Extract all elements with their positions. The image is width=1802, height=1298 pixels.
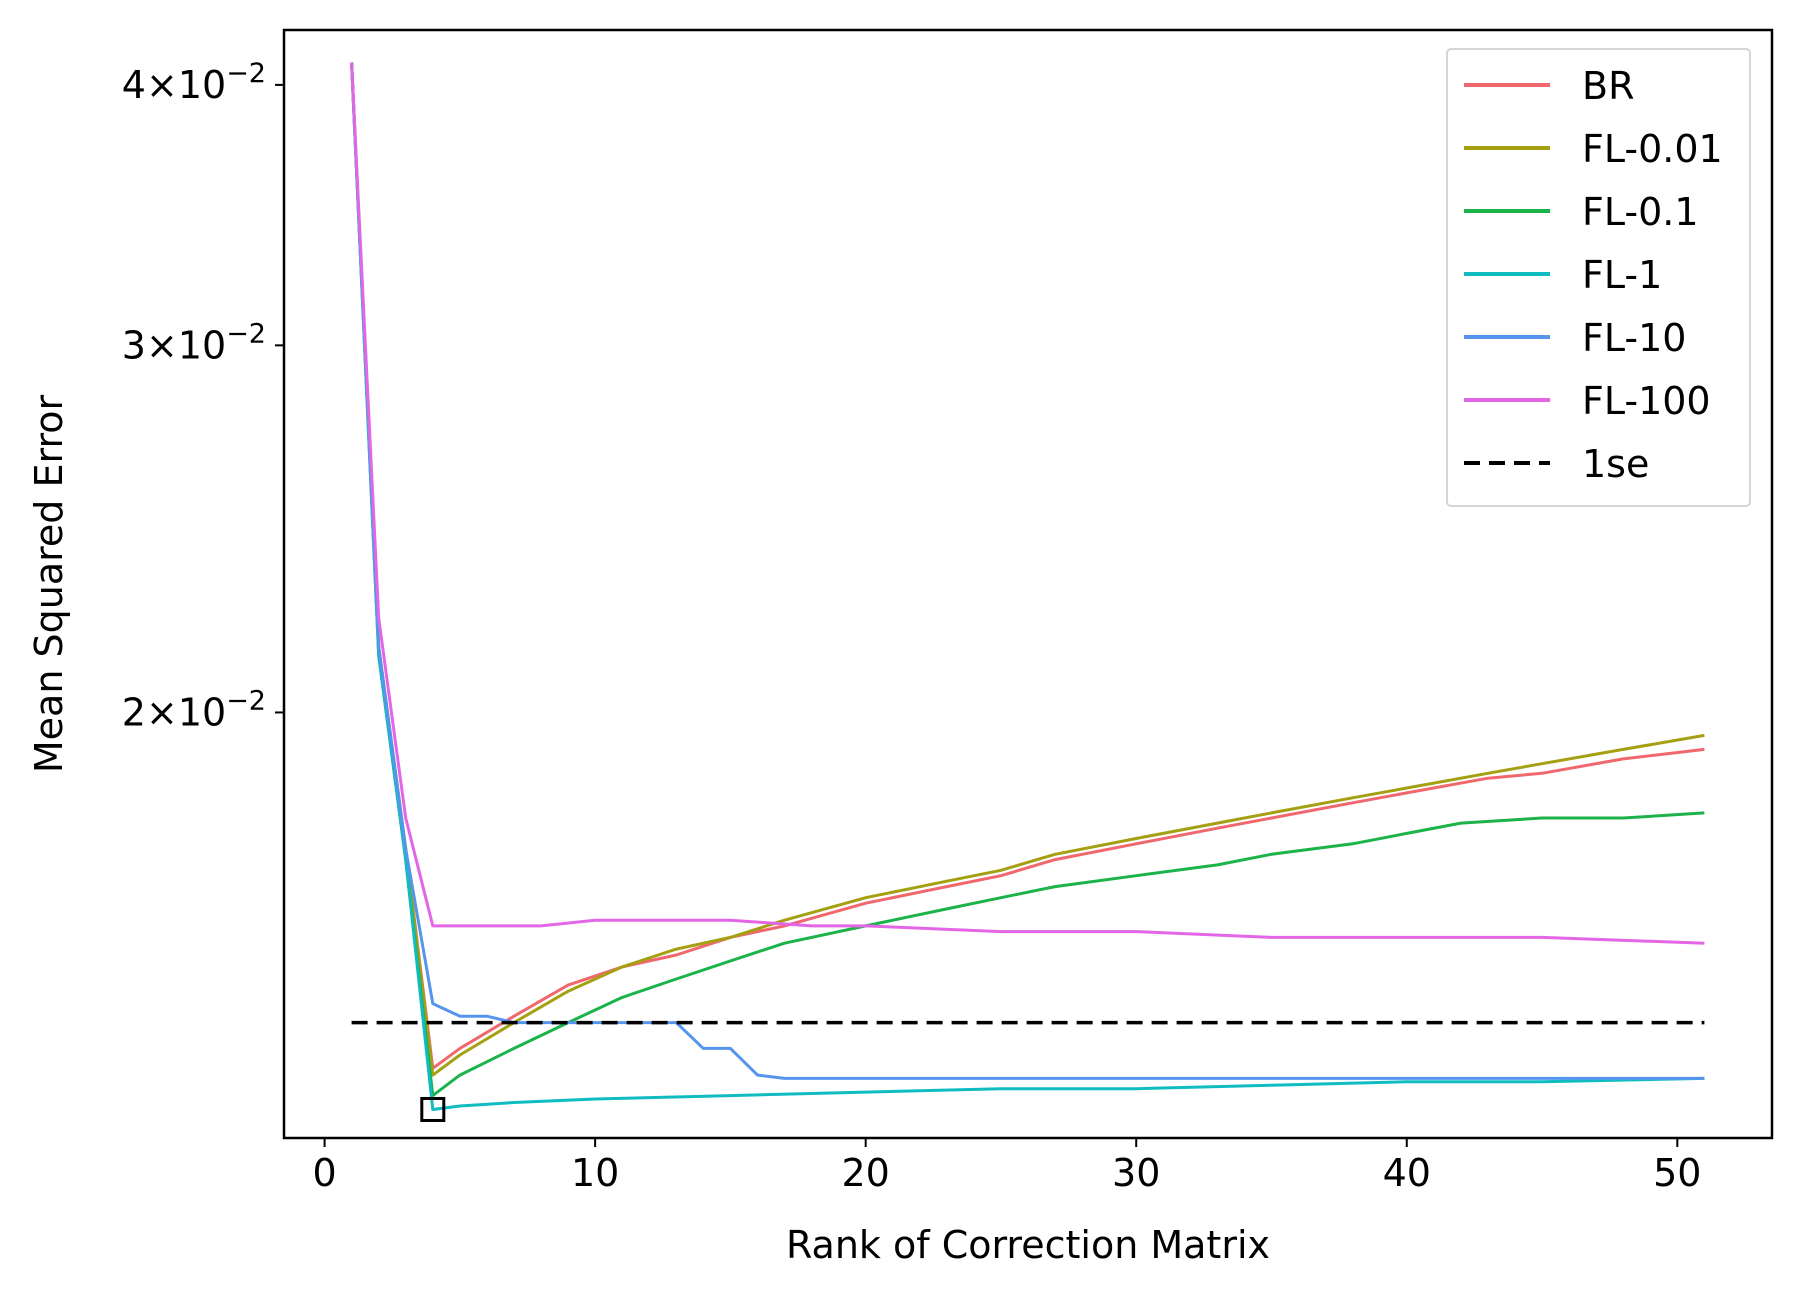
legend-label: FL-1 — [1582, 253, 1662, 297]
x-axis-label: Rank of Correction Matrix — [786, 1223, 1270, 1267]
y-tick-exponent: −2 — [226, 58, 266, 89]
x-tick-label: 10 — [571, 1151, 619, 1195]
y-tick-label: 4×10−2 — [122, 58, 266, 107]
legend-label: FL-10 — [1582, 316, 1686, 360]
series-line-br — [350, 62, 1705, 1070]
legend-label: FL-0.1 — [1582, 190, 1699, 234]
x-tick-label: 20 — [841, 1151, 889, 1195]
y-tick-exponent: −2 — [226, 318, 266, 349]
x-tick-label: 40 — [1383, 1151, 1431, 1195]
series-line-fl-100 — [350, 62, 1705, 945]
minimum-marker — [420, 1096, 446, 1122]
series-line-fl-1 — [350, 62, 1705, 1111]
y-tick-label: 2×10−2 — [122, 685, 266, 734]
y-axis-label: Mean Squared Error — [27, 395, 71, 774]
series-line-fl-0-01 — [350, 62, 1705, 1077]
legend: BR FL-0.01 FL-0.1 FL-1 FL-10 FL-100 1se — [1446, 48, 1751, 507]
legend-box — [1446, 48, 1751, 507]
x-axis: 0 10 20 30 40 50 — [312, 1138, 1701, 1195]
x-tick-label: 50 — [1653, 1151, 1701, 1195]
legend-label: 1se — [1582, 442, 1649, 486]
y-tick-mantissa: 2 — [122, 690, 146, 734]
y-axis: 2×10−2 3×10−2 4×10−2 — [122, 58, 284, 734]
y-tick-label: 3×10−2 — [122, 318, 266, 367]
x-tick-label: 0 — [312, 1151, 336, 1195]
y-tick-mantissa: 3 — [122, 323, 146, 367]
plot-frame — [282, 28, 1774, 1140]
y-tick-exponent: −2 — [226, 685, 266, 716]
legend-label: BR — [1582, 64, 1634, 108]
y-tick-mantissa: 4 — [122, 63, 146, 107]
x-tick-label: 30 — [1112, 1151, 1160, 1195]
series-line-fl-0-1 — [350, 62, 1705, 1098]
plot-content — [350, 62, 1705, 1122]
series-line-fl-10 — [350, 62, 1705, 1080]
legend-label: FL-100 — [1582, 379, 1711, 423]
legend-label: FL-0.01 — [1582, 127, 1723, 171]
